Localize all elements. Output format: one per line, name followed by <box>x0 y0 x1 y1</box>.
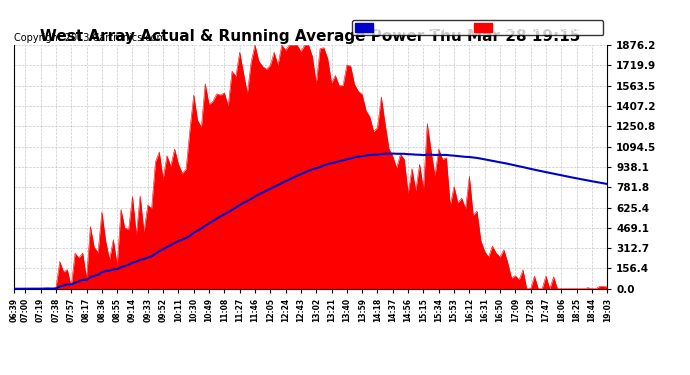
Legend: Average  (DC Watts), West Array  (DC Watts): Average (DC Watts), West Array (DC Watts… <box>352 20 602 35</box>
Title: West Array Actual & Running Average Power Thu Mar 28 19:15: West Array Actual & Running Average Powe… <box>40 29 581 44</box>
Text: Copyright 2013 Cartronics.com: Copyright 2013 Cartronics.com <box>14 33 166 43</box>
